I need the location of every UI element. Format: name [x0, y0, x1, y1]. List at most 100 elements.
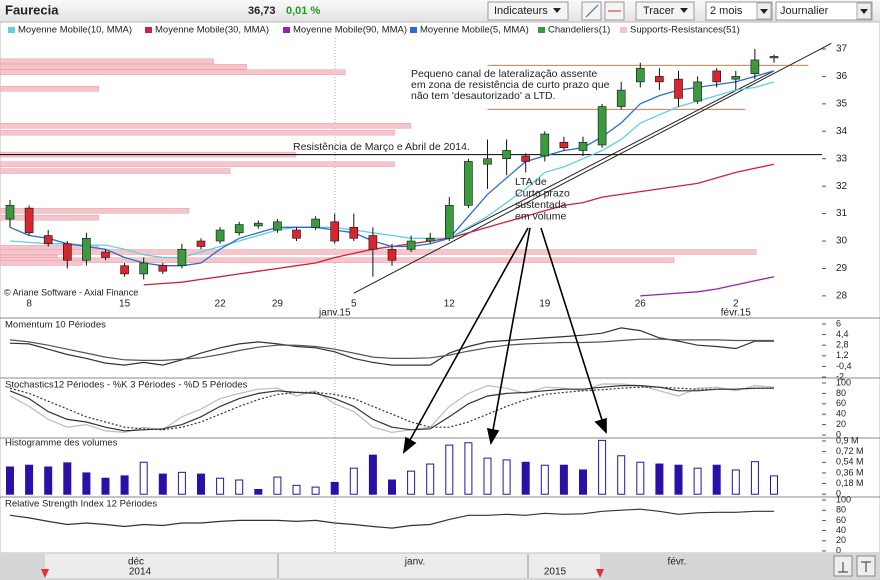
- arrow-head: [594, 417, 607, 434]
- support-zone: [0, 214, 99, 221]
- annotation: LTA de: [515, 176, 547, 188]
- candle-body: [464, 161, 473, 206]
- x-tick-label: 19: [539, 299, 551, 310]
- annotation: Pequeno canal de lateralização assente: [411, 68, 597, 80]
- candle-body: [559, 141, 569, 149]
- icon: [861, 561, 871, 572]
- y-tick-label: 0: [836, 429, 841, 439]
- select-label[interactable]: Journalier: [780, 5, 829, 17]
- candle-body: [273, 221, 282, 231]
- arrow: [409, 227, 529, 441]
- volume-bar: [139, 461, 148, 495]
- y-tick-label: 32: [836, 181, 848, 192]
- candle-body: [521, 155, 531, 162]
- button-label[interactable]: Indicateurs: [494, 5, 548, 17]
- legend-label: Moyenne Mobile(30, MMA): [155, 25, 269, 36]
- y-tick-label: 1,2: [836, 350, 849, 360]
- candle-body: [635, 67, 645, 83]
- volume-bar: [388, 479, 396, 495]
- candle-body: [406, 240, 416, 250]
- support-zone: [0, 123, 412, 129]
- y-tick-label: 28: [836, 291, 848, 302]
- navigator-window[interactable]: [45, 554, 600, 578]
- interval-select[interactable]: [775, 1, 873, 21]
- navigator-handle[interactable]: [596, 569, 604, 578]
- x-tick-label: 26: [635, 299, 647, 310]
- navigator-label: déc: [128, 557, 144, 568]
- volume-bar: [693, 467, 702, 495]
- legend-swatch: [538, 27, 545, 33]
- volume-bar: [311, 486, 320, 495]
- y-tick-label: 34: [836, 126, 848, 137]
- indicator-line: [9, 508, 774, 529]
- candle-body: [674, 78, 683, 99]
- symbol: Faurecia: [5, 2, 59, 17]
- arrow: [540, 227, 603, 421]
- credit: © Ariane Software - Axial Finance: [4, 287, 138, 297]
- candle-body: [425, 237, 435, 242]
- y-tick-label: 80: [836, 505, 846, 515]
- dropdown-arrow: [760, 9, 768, 14]
- indicator-line: [9, 338, 774, 361]
- support-zone: [0, 86, 99, 92]
- x-sublabel: févr.15: [721, 308, 751, 319]
- indicators-button[interactable]: [487, 1, 569, 21]
- volume-bar: [750, 461, 759, 495]
- candle-body: [349, 226, 359, 239]
- volume-bar: [25, 464, 34, 495]
- legend-label: Supports-Resistances(51): [630, 25, 740, 36]
- candle-body: [616, 89, 626, 107]
- support-zone: [0, 208, 190, 214]
- volume-bar: [483, 457, 492, 495]
- x-tick-label: 22: [215, 299, 227, 310]
- volume-bar: [120, 475, 129, 495]
- volume-bar: [712, 464, 721, 495]
- volume-bar: [216, 477, 225, 495]
- arrows: [402, 227, 607, 454]
- volume-bar: [502, 459, 511, 495]
- volume-bar: [44, 466, 53, 495]
- volume-bar: [330, 481, 339, 495]
- y-tick-label: 0,54 M: [836, 457, 864, 467]
- legend-swatch: [410, 27, 417, 33]
- candle-body: [254, 222, 263, 227]
- y-tick-label: 80: [836, 388, 846, 398]
- volume-bar: [368, 454, 377, 495]
- panel-title: Momentum 10 Périodes: [5, 320, 106, 331]
- candle-body: [43, 235, 53, 245]
- y-tick-label: 35: [836, 98, 848, 109]
- navigator-label: 2015: [544, 567, 567, 578]
- volume-bar: [158, 473, 167, 495]
- annotation: sustentada: [515, 199, 567, 211]
- volume-bar: [197, 473, 205, 495]
- candle-body: [139, 262, 148, 275]
- annotation: Resistência de Março e Abril de 2014.: [293, 141, 470, 153]
- volume-bar: [349, 467, 358, 495]
- arrow-head: [486, 427, 500, 446]
- volume-bar: [273, 476, 282, 495]
- legend-label: Moyenne Mobile(10, MMA): [18, 25, 132, 36]
- period-select[interactable]: [705, 1, 773, 21]
- y-tick-label: -2: [836, 371, 844, 381]
- navigator-handle[interactable]: [41, 569, 49, 578]
- annotation: Curto prazo: [515, 187, 570, 199]
- y-tick-label: 0,36 M: [836, 467, 864, 477]
- y-tick-label: 37: [836, 44, 848, 55]
- legend-swatch: [145, 27, 152, 33]
- dropdown-arrow: [860, 9, 868, 14]
- x-tick-label: 15: [119, 299, 131, 310]
- button-label[interactable]: Tracer: [643, 5, 675, 17]
- indicator-line: [9, 327, 774, 366]
- select-label[interactable]: 2 mois: [710, 5, 743, 17]
- draw-button[interactable]: [635, 1, 695, 21]
- volume-bar: [540, 464, 549, 495]
- candle-body: [769, 56, 779, 59]
- candle-body: [5, 205, 15, 220]
- panel-title: Histogramme des volumes: [5, 438, 118, 449]
- y-tick-label: 31: [836, 208, 848, 219]
- navigator-label: 2014: [129, 567, 152, 578]
- legend-swatch: [620, 27, 627, 33]
- x-tick-label: 29: [272, 299, 284, 310]
- moving-average: [143, 163, 775, 286]
